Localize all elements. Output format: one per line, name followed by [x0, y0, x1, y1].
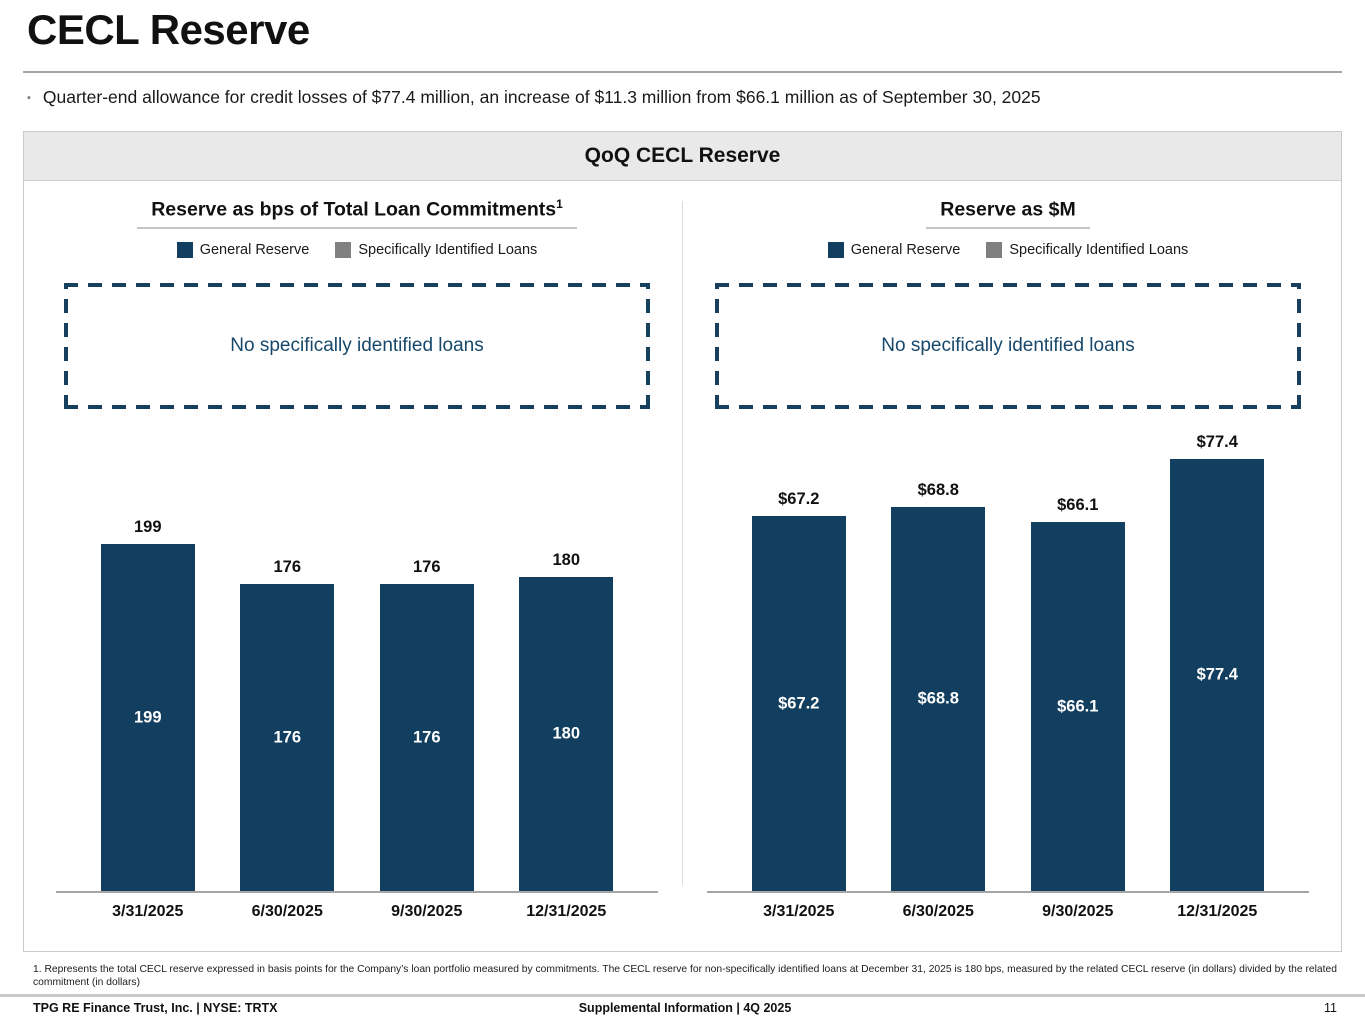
chart-legend: General Reserve Specifically Identified … [707, 239, 1309, 261]
bar-column: $77.4 $77.4 [1170, 433, 1265, 891]
page-title: CECL Reserve [27, 6, 310, 53]
bar-value-label: 199 [133, 518, 162, 536]
footer-company: TPG RE Finance Trust, Inc. | NYSE: TRTX [33, 1001, 278, 1015]
chart-bps: Reserve as bps of Total Loan Commitments… [32, 197, 682, 951]
bar-column: $66.1 $66.1 [1030, 496, 1125, 891]
footnote: 1. Represents the total CECL reserve exp… [33, 964, 1337, 988]
legend-swatch-navy-icon [176, 242, 193, 258]
bar-group: $67.2 $67.2 $68.8 $68.8 $66.1 $66.1 $77.4 $77.4 [707, 413, 1309, 891]
x-axis-label: 6/30/2025 [251, 903, 323, 920]
bar-value-label: 176 [412, 558, 441, 576]
bar-value-label: $67.2 [778, 490, 820, 508]
x-axis-line [56, 891, 658, 893]
chart-dollars: Reserve as $M General Reserve Specifical… [683, 197, 1333, 951]
legend-label: Specifically Identified Loans [1009, 242, 1189, 258]
bar-inside-label: $77.4 [1196, 665, 1238, 684]
bar: $66.1 [1030, 522, 1125, 891]
bar-value-label: 180 [552, 551, 581, 569]
summary-bullet-text: Quarter-end allowance for credit losses … [42, 87, 1041, 107]
x-axis-label: 3/31/2025 [112, 903, 184, 920]
chart-divider [682, 201, 683, 885]
bar: 176 [240, 584, 335, 891]
bar: $67.2 [751, 516, 846, 891]
bar-column: 199 199 [100, 518, 195, 891]
footer-doc-title: Supplemental Information | 4Q 2025 [578, 1001, 792, 1015]
bar-inside-label: 199 [133, 708, 162, 726]
bar-value-label: $77.4 [1196, 433, 1238, 451]
bar-value-label: $66.1 [1057, 496, 1099, 514]
chart-panel: QoQ CECL Reserve Reserve as bps of Total… [23, 131, 1342, 952]
footer: TPG RE Finance Trust, Inc. | NYSE: TRTX … [33, 1001, 1337, 1015]
legend-item-specifically-identified: Specifically Identified Loans [986, 242, 1188, 258]
bar: 176 [379, 584, 474, 891]
bar-inside-label: $67.2 [778, 694, 820, 712]
summary-bullet: ▪ Quarter-end allowance for credit losse… [25, 87, 1342, 109]
bar-inside-label: 176 [273, 728, 302, 746]
legend-swatch-gray-icon [986, 242, 1003, 258]
bar-value-label: $68.8 [917, 481, 959, 499]
x-axis-label: 9/30/2025 [1042, 903, 1114, 920]
legend-label: Specifically Identified Loans [358, 242, 538, 258]
legend-label: General Reserve [850, 242, 961, 258]
x-axis-labels: 3/31/2025 6/30/2025 9/30/2025 12/31/2025 [707, 893, 1309, 921]
no-specific-loans-note: No specifically identified loans [64, 283, 650, 409]
chart-title-text: Reserve as $M [940, 198, 1076, 221]
bar: $77.4 [1170, 459, 1265, 891]
panel-header: QoQ CECL Reserve [24, 132, 1341, 181]
bar-inside-label: 176 [412, 728, 441, 746]
bullet-icon: ▪ [27, 92, 31, 104]
legend-item-specifically-identified: Specifically Identified Loans [335, 242, 537, 258]
chart-title-text: Reserve as bps of Total Loan Commitments [151, 198, 557, 221]
bar-column: $67.2 $67.2 [751, 490, 846, 891]
bar-column: 176 176 [240, 558, 335, 891]
x-axis-labels: 3/31/2025 6/30/2025 9/30/2025 12/31/2025 [56, 893, 658, 921]
bar-inside-label: 180 [552, 724, 581, 743]
legend-item-general-reserve: General Reserve [176, 242, 310, 258]
legend-swatch-navy-icon [827, 242, 844, 258]
chart-title-footnote-ref: 1 [556, 197, 563, 211]
no-specific-loans-note: No specifically identified loans [715, 283, 1301, 409]
bar: 180 [519, 577, 614, 891]
title-divider [23, 71, 1342, 73]
bar-column: 180 180 [519, 551, 614, 891]
bar-column: 176 176 [379, 558, 474, 891]
chart-title: Reserve as $M [926, 197, 1090, 229]
chart-title: Reserve as bps of Total Loan Commitments… [137, 197, 577, 229]
x-axis-label: 9/30/2025 [391, 903, 463, 920]
chart-title-row: Reserve as bps of Total Loan Commitments… [56, 197, 658, 231]
legend-label: General Reserve [199, 242, 310, 258]
x-axis-label: 12/31/2025 [1177, 903, 1258, 920]
footer-page-number: 11 [1324, 1001, 1338, 1015]
panel-body: Reserve as bps of Total Loan Commitments… [24, 181, 1341, 951]
x-axis-label: 6/30/2025 [902, 903, 974, 920]
x-axis-label: 12/31/2025 [526, 903, 607, 920]
chart-legend: General Reserve Specifically Identified … [56, 239, 658, 261]
chart-title-row: Reserve as $M [707, 197, 1309, 231]
bar-inside-label: $66.1 [1057, 697, 1099, 715]
legend-swatch-gray-icon [335, 242, 352, 258]
footer-divider [0, 994, 1365, 997]
bar: 199 [100, 544, 195, 891]
x-axis-line [707, 891, 1309, 893]
legend-item-general-reserve: General Reserve [827, 242, 961, 258]
bar: $68.8 [891, 507, 986, 891]
bar-value-label: 176 [273, 558, 302, 576]
x-axis-label: 3/31/2025 [763, 903, 835, 920]
bar-inside-label: $68.8 [917, 689, 959, 708]
bar-group: 199 199 176 176 176 176 180 180 [56, 413, 658, 891]
bar-column: $68.8 $68.8 [891, 481, 986, 891]
